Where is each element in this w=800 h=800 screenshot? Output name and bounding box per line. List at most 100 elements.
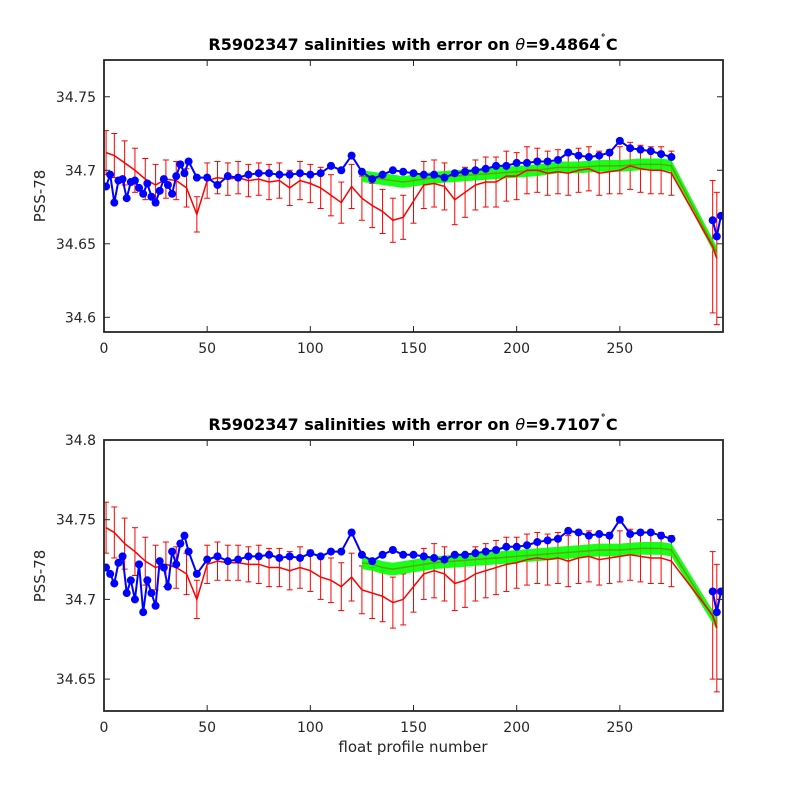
float-salinity-point [244,170,253,179]
float-salinity-point [492,545,501,554]
float-salinity-point [135,183,144,192]
float-salinity-point [118,552,127,561]
float-salinity-point [378,170,387,179]
float-salinity-point [450,550,459,559]
float-salinity-point [409,550,418,559]
float-salinity-point [533,157,542,166]
float-salinity-point [430,553,439,562]
float-salinity-point [143,179,152,188]
x-tick-label: 50 [198,341,216,357]
float-salinity-point [657,531,666,540]
float-salinity-point [151,601,160,610]
float-salinity-point [213,180,222,189]
float-salinity-point [168,547,177,556]
float-salinity-point [481,547,490,556]
float-salinity-point [147,192,156,201]
float-salinity-point [378,550,387,559]
float-salinity-point [337,166,346,175]
float-salinity-point [234,173,243,182]
float-salinity-point [139,189,148,198]
float-salinity-point [502,542,511,551]
float-salinity-point [192,569,201,578]
float-salinity-point [244,552,253,561]
float-salinity-point [512,542,521,551]
chart-2-series-group [104,501,723,693]
float-salinity-point [574,151,583,160]
float-salinity-point [492,161,501,170]
float-salinity-point [605,531,614,540]
float-salinity-point [461,167,470,176]
float-salinity-point [368,175,377,184]
float-salinity-point [636,145,645,154]
float-salinity-point [126,576,135,585]
float-salinity-point [155,186,164,195]
float-salinity-point [296,169,305,178]
x-tick-label: 150 [400,341,427,357]
float-salinity-point [135,560,144,569]
float-salinity-point [430,170,439,179]
float-salinity-point [106,569,115,578]
float-salinity-point [716,587,723,596]
float-salinity-point [104,563,111,572]
float-salinity-point [192,173,201,182]
x-tick-label: 0 [100,720,109,736]
float-salinity-point [347,528,356,537]
float-salinity-point [159,563,168,572]
chart-1-x-axis: 0 50 100 150 200 250 [100,60,633,357]
x-tick-label: 250 [606,341,633,357]
float-salinity-point [615,515,624,524]
float-salinity-point [265,169,274,178]
float-salinity-point [440,173,449,182]
y-tick-label: 34.65 [56,237,96,253]
float-salinity-point [388,166,397,175]
float-salinity-point [130,176,139,185]
float-salinity-point [481,164,490,173]
float-salinity-point [122,194,131,203]
y-tick-label: 34.75 [56,90,96,106]
float-salinity-point [595,530,604,539]
float-salinity-point [234,555,243,564]
float-salinity-point [626,530,635,539]
float-salinity-point [712,608,721,617]
float-salinity-point [708,216,717,225]
float-salinity-point [419,170,428,179]
float-salinity-point [306,170,315,179]
float-salinity-point [184,157,193,166]
float-salinity-point [203,555,212,564]
chart-panel-2: R5902347 salinities with error on θ=9.71… [31,413,724,756]
chart-panel-1: R5902347 salinities with error on θ=9.48… [31,33,724,357]
y-tick-label: 34.7 [65,163,96,179]
float-salinity-point [306,549,315,558]
float-salinity-point [139,608,148,617]
y-tick-label: 34.65 [56,672,96,688]
float-salinity-point [223,172,232,181]
float-salinity-point [584,531,593,540]
chart-1-title: R5902347 salinities with error on θ=9.48… [208,33,617,54]
chart-1-plot-area [104,130,723,326]
chart-1-axes-box [103,59,724,333]
float-salinity-point [368,557,377,566]
mapped-mean-line [105,151,718,259]
float-salinity-point [512,158,521,167]
float-salinity-point [184,547,193,556]
chart-1-y-axis: 34.6 34.65 34.7 34.75 [56,90,723,326]
float-salinity-point [543,157,552,166]
float-salinity-point [564,148,573,157]
mapped-mean-line [105,527,718,629]
calibrated-line [361,163,718,253]
chart-2-y-axis-label: PSS-78 [31,550,49,603]
float-salinity-point [316,552,325,561]
float-salinity-point [285,552,294,561]
float-salinity-point [337,547,346,556]
x-tick-label: 50 [198,720,216,736]
float-salinity-point [118,175,127,184]
float-salinity-point [130,595,139,604]
x-tick-label: 200 [503,341,530,357]
float-salinity-point [502,161,511,170]
x-tick-label: 200 [503,720,530,736]
float-salinity-point [461,550,470,559]
y-tick-label: 34.75 [56,513,96,529]
float-salinity-point [275,553,284,562]
x-tick-label: 150 [400,720,427,736]
